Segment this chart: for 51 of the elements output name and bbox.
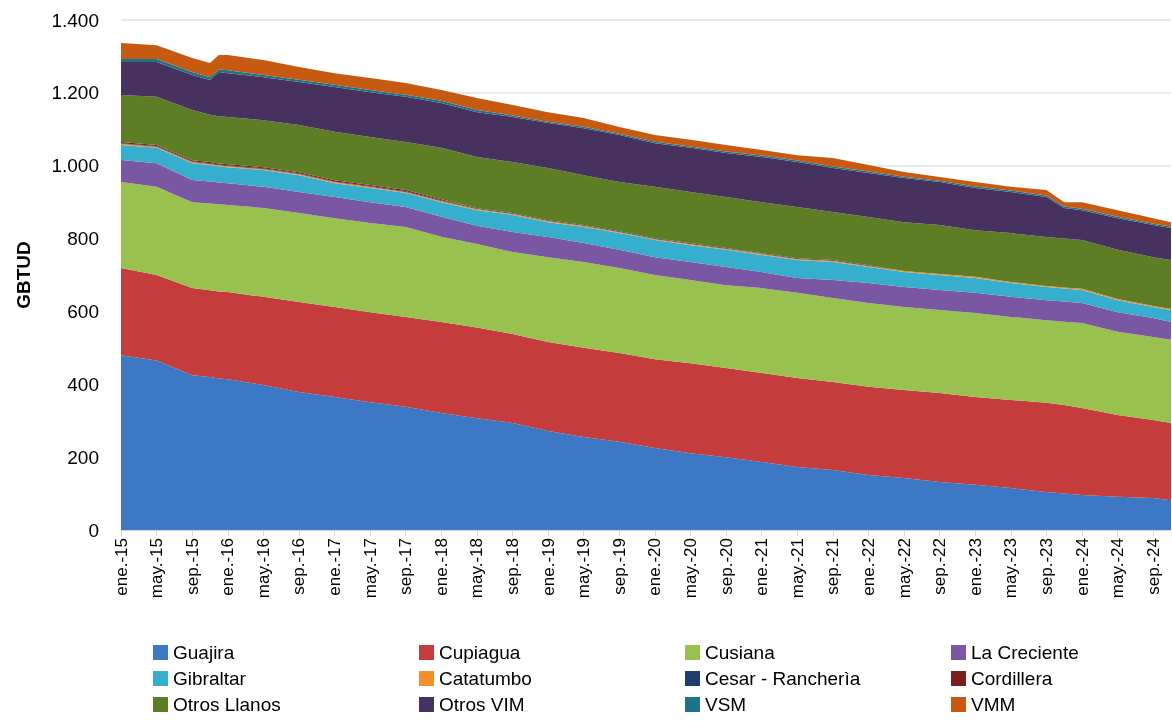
x-tick-label: ene.-21 <box>752 538 772 596</box>
x-tick-label: may.-18 <box>467 538 487 599</box>
y-tick-label: 0 <box>88 519 99 541</box>
legend-label: Cordillera <box>971 668 1053 689</box>
x-tick-label: ene.-18 <box>431 538 451 596</box>
x-tick-label: may.-23 <box>1001 538 1021 599</box>
legend-label: Cesar - Rancherìa <box>705 668 861 689</box>
legend-label: Otros VIM <box>439 694 525 715</box>
x-tick-label: may.-20 <box>680 538 700 599</box>
x-tick-label: may.-19 <box>574 538 594 599</box>
x-tick-label: may.-15 <box>147 538 167 599</box>
x-tick-label: sep.-20 <box>716 538 736 595</box>
x-tick-label: ene.-23 <box>965 538 985 596</box>
x-tick-label: sep.-15 <box>182 538 202 595</box>
x-tick-label: ene.-16 <box>218 538 238 596</box>
x-tick-label: sep.-23 <box>1036 538 1056 595</box>
x-tick-label: may.-24 <box>1108 538 1128 599</box>
x-tick-label: sep.-18 <box>503 538 523 595</box>
x-tick-label: may.-17 <box>360 538 380 599</box>
legend-label: Gibraltar <box>173 668 247 689</box>
legend-label: VMM <box>971 694 1016 715</box>
x-tick-label: may.-22 <box>894 538 914 599</box>
x-tick-label: ene.-19 <box>538 538 558 596</box>
x-tick-label: ene.-15 <box>111 538 131 596</box>
x-tick-label: sep.-17 <box>396 538 416 595</box>
x-tick-label: ene.-24 <box>1072 538 1092 596</box>
y-tick-label: 1.200 <box>51 82 99 104</box>
legend-label: Cusiana <box>705 642 776 663</box>
legend-label: Cupiagua <box>439 642 521 663</box>
y-tick-label: 200 <box>67 446 99 468</box>
x-tick-label: sep.-22 <box>930 538 950 595</box>
y-tick-label: 800 <box>67 228 99 250</box>
x-tick-label: ene.-20 <box>645 538 665 596</box>
legend-label: La Creciente <box>971 642 1079 663</box>
y-tick-label: 1.400 <box>51 9 99 31</box>
x-tick-label: may.-16 <box>253 538 273 599</box>
y-tick-label: 1.000 <box>51 155 99 177</box>
y-tick-label: 400 <box>67 373 99 395</box>
x-tick-label: ene.-22 <box>858 538 878 596</box>
x-tick-label: sep.-19 <box>609 538 629 595</box>
x-tick-label: sep.-24 <box>1143 538 1163 595</box>
x-tick-label: may.-21 <box>787 538 807 599</box>
y-axis-title: GBTUD <box>13 241 34 309</box>
x-tick-label: ene.-17 <box>325 538 345 596</box>
legend-label: VSM <box>705 694 747 715</box>
x-tick-label: sep.-21 <box>823 538 843 595</box>
legend-label: Guajira <box>173 642 235 663</box>
y-tick-label: 600 <box>67 300 99 322</box>
legend-label: Catatumbo <box>439 668 532 689</box>
x-tick-label: sep.-16 <box>289 538 309 595</box>
legend-label: Otros Llanos <box>173 694 281 715</box>
